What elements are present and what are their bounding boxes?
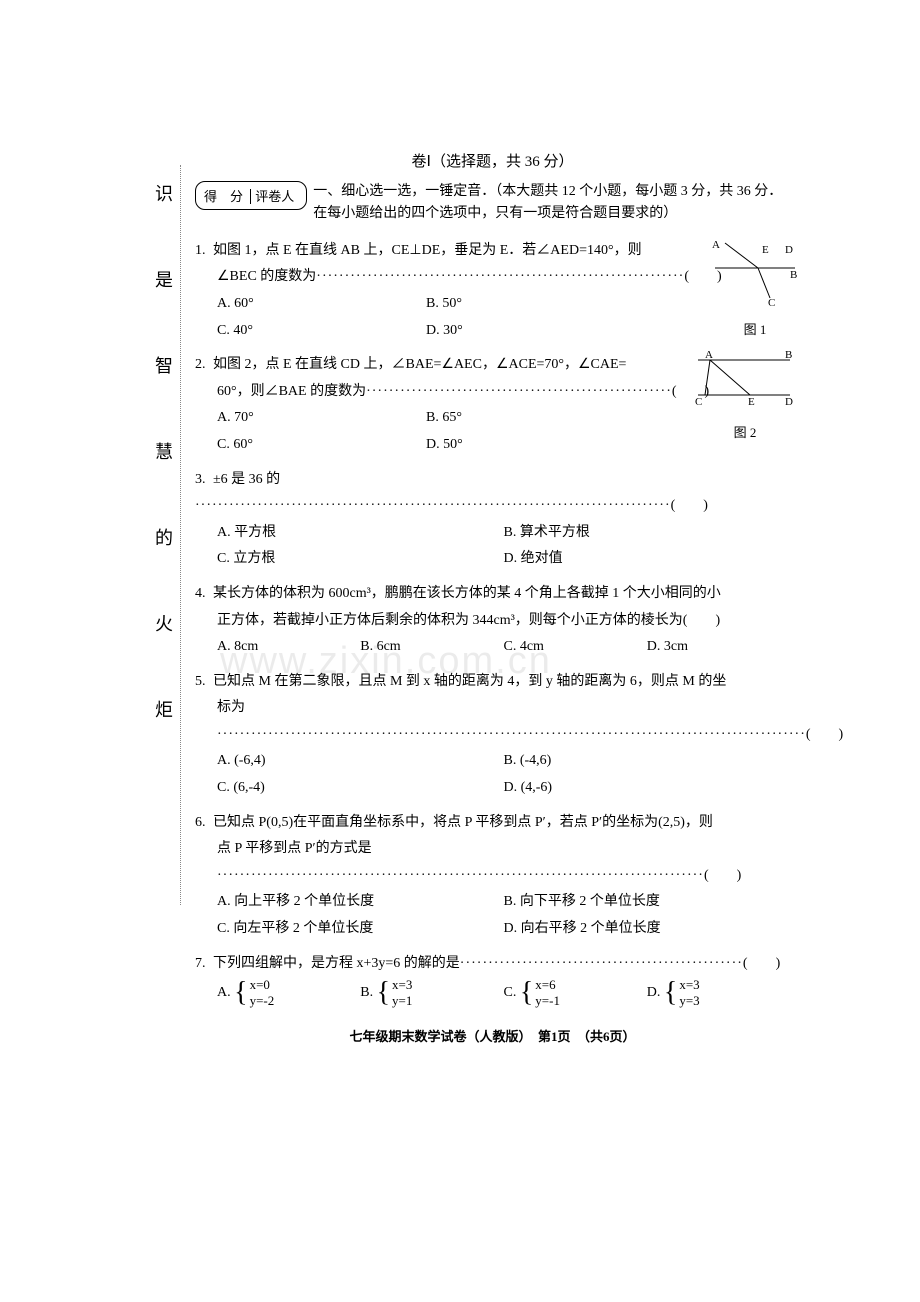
svg-text:B: B (785, 350, 792, 361)
q-num: 3. (195, 467, 213, 494)
option-d: D. {x=3y=3 (647, 977, 790, 1008)
option-b: B. 6cm (360, 634, 503, 661)
q-stem: 正方体，若截掉小正方体后剩余的体积为 344cm³，则每个小正方体的棱长为( ) (217, 613, 720, 628)
page-footer: 七年级期末数学试卷（人教版） 第1页 （共6页） (195, 1026, 790, 1045)
q-stem: 已知点 P(0,5)在平面直角坐标系中，将点 P 平移到点 P′，若点 P′的坐… (213, 815, 713, 830)
svg-text:A: A (712, 239, 720, 251)
q-stem: ±6 是 36 的 (213, 472, 280, 487)
dots: ········································… (217, 727, 806, 742)
option-d: D. 向右平移 2 个单位长度 (504, 916, 791, 943)
q-stem: 如图 2，点 E 在直线 CD 上，∠BAE=∠AEC，∠ACE=70°，∠CA… (213, 357, 626, 372)
q-stem: 点 P 平移到点 P′的方式是 (217, 841, 372, 856)
q-stem: 某长方体的体积为 600cm³，鹏鹏在该长方体的某 4 个角上各截掉 1 个大小… (213, 586, 721, 601)
q-stem: 60°，则∠BAE 的度数为 (217, 384, 366, 399)
answer-blank: ( ) (671, 498, 708, 513)
answer-blank: ( ) (806, 727, 843, 742)
figure-1-label: 图 1 (710, 318, 800, 343)
option-d: D. 50° (426, 432, 635, 459)
figure-1: A E D B C 图 1 (710, 238, 800, 343)
opt-label: C. (504, 985, 517, 1000)
option-d: D. 绝对值 (504, 546, 791, 573)
svg-text:D: D (785, 244, 793, 256)
option-a: A. {x=0y=-2 (217, 977, 360, 1008)
score-box: 得 分 评卷人 (195, 181, 307, 210)
opt-label: B. (360, 985, 373, 1000)
q-num: 2. (195, 352, 213, 379)
option-c: C. {x=6y=-1 (504, 977, 647, 1008)
option-b: B. 算术平方根 (504, 520, 791, 547)
option-c: C. 40° (217, 318, 426, 345)
opt-label: A. (217, 985, 231, 1000)
q-num: 7. (195, 951, 213, 978)
svg-text:D: D (785, 396, 793, 408)
svg-text:C: C (768, 297, 775, 308)
option-b: B. (-4,6) (504, 748, 791, 775)
option-c: C. 60° (217, 432, 426, 459)
section-header: 得 分 评卷人 一、细心选一选，一锤定音．（本大题共 12 个小题，每小题 3 … (195, 181, 790, 226)
dots: ········································… (195, 498, 671, 513)
svg-text:C: C (695, 396, 702, 408)
q-stem: ∠BEC 的度数为 (217, 269, 316, 284)
section-title: 卷Ⅰ（选择题，共 36 分） (195, 150, 790, 171)
q-stem: 下列四组解中，是方程 x+3y=6 的解的是 (213, 956, 460, 971)
svg-text:E: E (748, 396, 755, 408)
figure-2-label: 图 2 (690, 421, 800, 446)
q-num: 5. (195, 669, 213, 696)
q-stem: 已知点 M 在第二象限，且点 M 到 x 轴的距离为 4，到 y 轴的距离为 6… (213, 674, 726, 689)
answer-blank: ( ) (743, 956, 780, 971)
option-c: C. 4cm (504, 634, 647, 661)
option-d: D. (4,-6) (504, 775, 791, 802)
score-label: 得 分 (204, 189, 243, 204)
question-2: A B C E D 图 2 2.如图 2，点 E 在直线 CD 上，∠BAE=∠… (195, 352, 790, 458)
svg-text:B: B (790, 269, 797, 281)
page-content: 卷Ⅰ（选择题，共 36 分） 得 分 评卷人 一、细心选一选，一锤定音．（本大题… (150, 150, 790, 1045)
option-a: A. 平方根 (217, 520, 504, 547)
option-b: B. 向下平移 2 个单位长度 (504, 889, 791, 916)
option-a: A. 8cm (217, 634, 360, 661)
q-stem: 如图 1，点 E 在直线 AB 上，CE⊥DE，垂足为 E．若∠AED=140°… (213, 243, 642, 258)
option-b: B. 65° (426, 405, 635, 432)
answer-blank: ( ) (704, 868, 741, 883)
question-6: 6.已知点 P(0,5)在平面直角坐标系中，将点 P 平移到点 P′，若点 P′… (195, 810, 790, 943)
option-c: C. (6,-4) (217, 775, 504, 802)
opt-label: D. (647, 985, 661, 1000)
svg-text:E: E (762, 244, 769, 256)
question-3: 3.±6 是 36 的 ·····························… (195, 467, 790, 573)
q-stem: 标为 (217, 700, 245, 715)
option-b: B. 50° (426, 291, 635, 318)
dots: ········································… (217, 868, 704, 883)
q-num: 6. (195, 810, 213, 837)
dots: ········································… (460, 956, 743, 971)
q-num: 1. (195, 238, 213, 265)
option-a: A. 向上平移 2 个单位长度 (217, 889, 504, 916)
section-instructions: 一、细心选一选，一锤定音．（本大题共 12 个小题，每小题 3 分，共 36 分… (313, 181, 790, 226)
option-b: B. {x=3y=1 (360, 977, 503, 1008)
option-a: A. 70° (217, 405, 426, 432)
option-a: A. (-6,4) (217, 748, 504, 775)
figure-2: A B C E D 图 2 (690, 350, 800, 445)
question-1: A E D B C 图 1 1.如图 1，点 E 在直线 AB 上，CE⊥DE，… (195, 238, 790, 344)
grader-label: 评卷人 (250, 189, 294, 204)
dots: ········································… (316, 269, 684, 284)
option-a: A. 60° (217, 291, 426, 318)
q-num: 4. (195, 581, 213, 608)
question-5: 5.已知点 M 在第二象限，且点 M 到 x 轴的距离为 4，到 y 轴的距离为… (195, 669, 790, 802)
option-d: D. 30° (426, 318, 635, 345)
svg-text:A: A (705, 350, 713, 361)
dots: ········································… (366, 384, 672, 399)
option-c: C. 立方根 (217, 546, 504, 573)
question-7: 7.下列四组解中，是方程 x+3y=6 的解的是················… (195, 951, 790, 1009)
option-d: D. 3cm (647, 634, 790, 661)
option-c: C. 向左平移 2 个单位长度 (217, 916, 504, 943)
question-4: 4.某长方体的体积为 600cm³，鹏鹏在该长方体的某 4 个角上各截掉 1 个… (195, 581, 790, 661)
